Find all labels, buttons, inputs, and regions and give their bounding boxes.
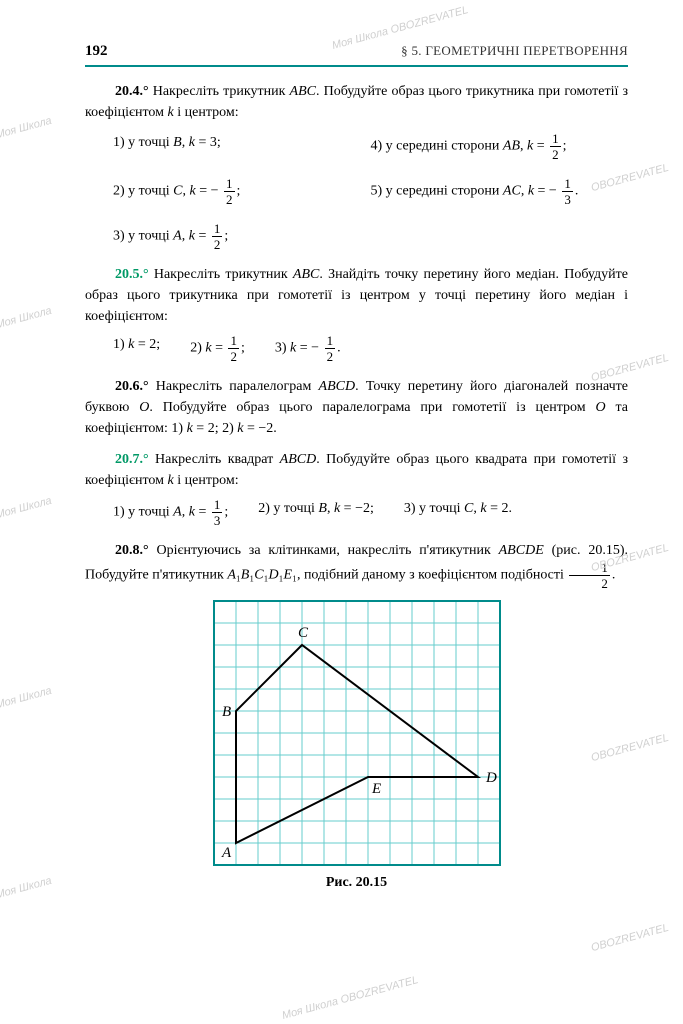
watermark: Моя Школа OBOZREVATEL [280, 972, 420, 1024]
task-item: 3) k = − 12. [275, 334, 341, 363]
watermark: Моя Школа [0, 683, 54, 714]
task-item: 1) у точці B, k = 3; [113, 132, 371, 161]
task-item: 1) k = 2; [113, 334, 160, 363]
task-number: 20.5.° [115, 267, 149, 282]
task-number: 20.6.° [115, 379, 149, 394]
task: 20.4.° Накресліть трикутник ABC. Побудуй… [85, 81, 628, 254]
task-item: 2) у точці C, k = − 12; [113, 177, 371, 206]
task-text: 20.6.° Накресліть паралелограм ABCD. Точ… [85, 376, 628, 439]
task-item: 5) у середині сторони AC, k = − 13. [371, 177, 629, 206]
task-item: 2) у точці B, k = −2; [258, 498, 374, 527]
content-body: 20.4.° Накресліть трикутник ABC. Побудуй… [85, 81, 628, 590]
task-text: 20.8.° Орієнтуючись за клітинками, накре… [85, 540, 628, 590]
watermark: Моя Школа [0, 873, 54, 904]
task: 20.7.° Накресліть квадрат ABCD. Побудуйт… [85, 449, 628, 530]
figure-svg: A B C D E [213, 600, 501, 866]
svg-text:A: A [221, 845, 232, 861]
task-text: 20.5.° Накресліть трикутник ABC. Знайдіт… [85, 264, 628, 327]
figure-block: A B C D E Рис. 20.15 [85, 600, 628, 893]
task-number: 20.8.° [115, 543, 149, 558]
task-items: 1) k = 2; 2) k = 12; 3) k = − 12. [113, 331, 628, 366]
watermark: Моя Школа [0, 303, 54, 334]
task-item [371, 222, 629, 251]
svg-text:B: B [222, 704, 231, 720]
page-number: 192 [85, 40, 108, 63]
watermark: OBOZREVATEL [589, 920, 670, 957]
watermark: Моя Школа [0, 113, 54, 144]
chapter-title: § 5. ГЕОМЕТРИЧНІ ПЕРЕТВОРЕННЯ [401, 41, 628, 61]
task-item: 2) k = 12; [190, 334, 245, 363]
svg-text:C: C [298, 625, 309, 641]
task-item: 3) у точці A, k = 12; [113, 222, 371, 251]
svg-text:D: D [485, 770, 497, 786]
task-text: 20.4.° Накресліть трикутник ABC. Побудуй… [85, 81, 628, 123]
task-item: 4) у середині сторони AB, k = 12; [371, 132, 629, 161]
task-number: 20.7.° [115, 452, 149, 467]
task-items: 1) у точці A, k = 13; 2) у точці B, k = −… [113, 495, 628, 530]
task-item: 1) у точці A, k = 13; [113, 498, 228, 527]
page-header: 192 § 5. ГЕОМЕТРИЧНІ ПЕРЕТВОРЕННЯ [85, 40, 628, 67]
task-items: 1) у точці B, k = 3;4) у середині сторон… [113, 129, 628, 254]
task: 20.8.° Орієнтуючись за клітинками, накре… [85, 540, 628, 590]
watermark: Моя Школа [0, 493, 54, 524]
svg-text:E: E [371, 781, 381, 797]
task-item: 3) у точці C, k = 2. [404, 498, 512, 527]
figure-caption: Рис. 20.15 [85, 872, 628, 893]
task: 20.5.° Накресліть трикутник ABC. Знайдіт… [85, 264, 628, 366]
task-number: 20.4.° [115, 84, 149, 99]
task-text: 20.7.° Накресліть квадрат ABCD. Побудуйт… [85, 449, 628, 491]
task: 20.6.° Накресліть паралелограм ABCD. Точ… [85, 376, 628, 439]
